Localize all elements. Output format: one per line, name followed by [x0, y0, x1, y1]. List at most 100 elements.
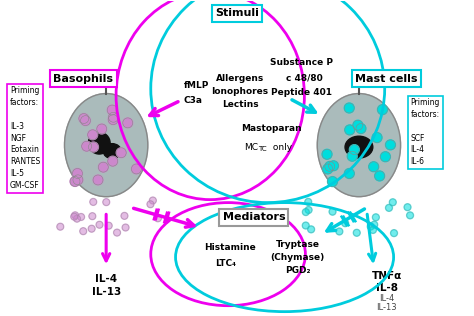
Text: Priming
factors:

SCF
IL-4
IL-6: Priming factors: SCF IL-4 IL-6 [410, 98, 440, 166]
Ellipse shape [64, 94, 148, 197]
Text: Mediators: Mediators [222, 212, 285, 222]
Text: TC: TC [258, 146, 266, 152]
Circle shape [114, 229, 120, 236]
Circle shape [89, 142, 99, 152]
Circle shape [369, 162, 379, 172]
Text: Histamine: Histamine [204, 243, 256, 252]
Text: C3a: C3a [184, 96, 203, 105]
Circle shape [72, 212, 79, 219]
Ellipse shape [345, 136, 373, 158]
Circle shape [305, 198, 312, 205]
Circle shape [149, 197, 156, 204]
Circle shape [73, 168, 82, 178]
Circle shape [356, 124, 366, 133]
Circle shape [108, 115, 118, 125]
Circle shape [123, 118, 133, 128]
Text: TNFα: TNFα [372, 271, 402, 281]
Ellipse shape [317, 94, 401, 197]
Circle shape [82, 141, 91, 151]
Text: Stimuli: Stimuli [215, 8, 259, 18]
Circle shape [374, 171, 384, 181]
Circle shape [90, 198, 97, 205]
Circle shape [349, 145, 359, 155]
Circle shape [121, 212, 128, 219]
Circle shape [302, 222, 309, 229]
Text: Tryptase: Tryptase [275, 240, 319, 249]
Circle shape [80, 228, 87, 235]
Circle shape [116, 148, 126, 158]
Circle shape [97, 124, 107, 134]
Text: Peptide 401: Peptide 401 [271, 88, 332, 97]
Circle shape [302, 209, 310, 216]
Circle shape [89, 213, 96, 220]
Circle shape [88, 130, 98, 140]
Circle shape [93, 175, 103, 185]
Circle shape [103, 199, 110, 206]
Circle shape [71, 213, 78, 220]
Text: Priming
factors:

IL-3
NGF
Eotaxin
RANTES
IL-5
GM-CSF: Priming factors: IL-3 NGF Eotaxin RANTES… [10, 87, 40, 190]
Text: c 48/80: c 48/80 [286, 73, 323, 82]
Circle shape [389, 199, 396, 206]
Text: Ionophores: Ionophores [211, 87, 269, 96]
Circle shape [73, 215, 81, 222]
Ellipse shape [103, 144, 121, 159]
Text: IL-13: IL-13 [376, 303, 397, 312]
Text: fMLP: fMLP [183, 81, 209, 90]
Circle shape [385, 140, 395, 150]
Circle shape [98, 162, 108, 172]
Circle shape [328, 161, 338, 171]
Ellipse shape [88, 132, 110, 154]
Text: IL-4: IL-4 [95, 274, 117, 284]
Circle shape [373, 214, 379, 221]
Circle shape [305, 207, 312, 213]
Text: Mastoparan: Mastoparan [241, 124, 302, 133]
Circle shape [155, 215, 161, 222]
Circle shape [325, 161, 335, 171]
Circle shape [367, 223, 374, 230]
Circle shape [308, 226, 315, 233]
Circle shape [57, 223, 64, 230]
Text: Allergens: Allergens [216, 74, 264, 83]
Circle shape [353, 120, 363, 130]
Circle shape [105, 222, 112, 229]
Circle shape [372, 133, 382, 143]
Circle shape [323, 164, 333, 174]
Circle shape [109, 112, 118, 122]
Circle shape [328, 177, 337, 186]
Circle shape [353, 229, 360, 236]
Circle shape [88, 225, 95, 232]
Circle shape [122, 224, 129, 231]
Circle shape [322, 149, 332, 159]
Circle shape [347, 151, 357, 161]
Circle shape [107, 105, 117, 115]
Circle shape [381, 152, 391, 162]
Text: IL-13: IL-13 [91, 287, 121, 297]
Text: LTC₄: LTC₄ [216, 258, 237, 268]
Text: only: only [270, 143, 292, 152]
Circle shape [354, 71, 365, 82]
Text: Basophils: Basophils [54, 74, 113, 84]
Text: (Chymase): (Chymase) [270, 252, 325, 262]
Circle shape [370, 227, 376, 234]
Circle shape [385, 204, 392, 211]
Circle shape [342, 220, 348, 227]
Text: IL-8: IL-8 [376, 283, 398, 293]
Circle shape [96, 221, 103, 228]
Circle shape [407, 212, 413, 219]
Text: MC: MC [244, 143, 258, 152]
Circle shape [404, 204, 411, 211]
Circle shape [345, 168, 354, 179]
Text: PGD₂: PGD₂ [285, 266, 310, 276]
Text: Lectins: Lectins [222, 100, 258, 109]
Circle shape [391, 230, 398, 237]
Circle shape [131, 164, 141, 174]
Circle shape [377, 105, 387, 115]
Circle shape [73, 175, 83, 185]
Circle shape [78, 214, 84, 221]
Circle shape [100, 71, 111, 82]
Text: IL-4: IL-4 [379, 294, 394, 303]
Circle shape [147, 201, 154, 208]
Circle shape [336, 228, 343, 235]
Circle shape [345, 125, 355, 135]
Circle shape [371, 221, 378, 228]
